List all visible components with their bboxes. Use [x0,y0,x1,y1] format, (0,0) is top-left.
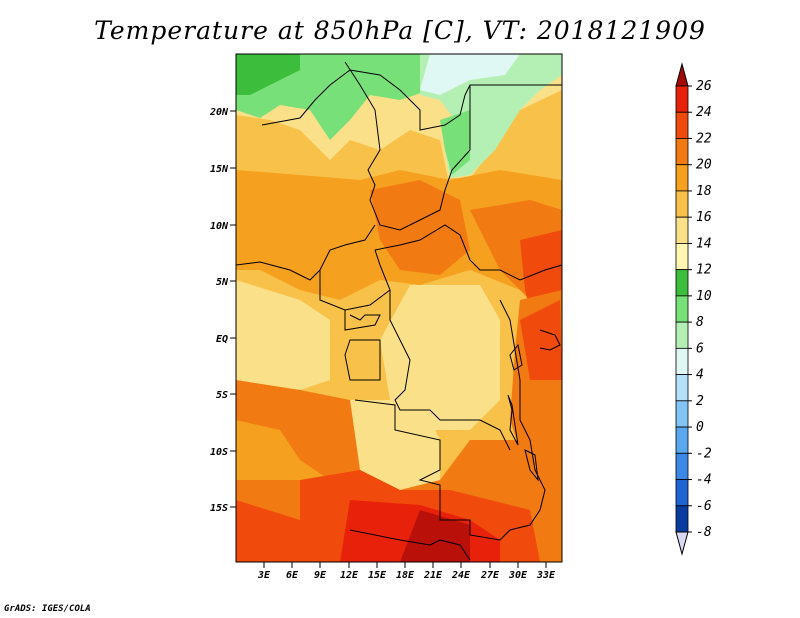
colorbar-label: -8 [696,525,712,540]
colorbar-label: 14 [696,236,712,251]
map-title: Temperature at 850hPa [C], VT: 201812190… [94,16,706,45]
lat-label-20n: 20N [209,107,229,118]
map-frame [235,53,563,563]
lon-label-33e: 33E [536,570,556,581]
colorbar-segment [675,164,689,192]
lon-label-3e: 3E [257,570,271,581]
grads-credit: GrADS: IGES/COLA [4,604,91,614]
colorbar-label: 18 [696,184,712,199]
lat-label-15n: 15N [210,164,229,175]
colorbar-segment [675,347,689,375]
colorbar-label: 4 [696,368,704,383]
latitude-axis: 20N 15N 10N 5N EQ 5S 10S 15S [209,107,236,514]
lat-label-eq: EQ [216,334,228,345]
colorbar-segment [675,216,689,244]
temperature-field [236,54,562,562]
colorbar-label: 0 [696,420,704,435]
colorbar-label: -6 [696,499,712,514]
colorbar-segment [675,269,689,297]
colorbar-segment [675,138,689,166]
lon-label-15e: 15E [368,570,387,581]
colorbar-segment [675,243,689,271]
lat-label-10s: 10S [210,447,228,458]
colorbar-label: 22 [696,131,712,146]
lon-label-30e: 30E [508,570,528,581]
colorbar-segment [675,452,689,480]
colorbar-label: 12 [696,263,712,278]
colorbar-segment [675,295,689,323]
colorbar-segment [675,374,689,402]
lon-label-18e: 18E [396,570,415,581]
colorbar-segment [675,426,689,454]
lat-label-15s: 15S [210,503,228,514]
lat-label-5s: 5S [216,390,228,401]
lon-label-24e: 24E [451,570,471,581]
colorbar-segment [675,321,689,349]
longitude-axis: 3E 6E 9E 12E 15E 18E 21E 24E 27E 30E 33E [257,562,556,581]
colorbar-segment [675,190,689,218]
colorbar-segment [675,111,689,139]
lat-label-5n: 5N [216,277,229,288]
colorbar-label: 6 [696,341,704,356]
lake-outlines [507,343,539,482]
colorbar-label: -2 [696,446,712,461]
colorbar-segment [675,85,689,113]
colorbar-segment [675,400,689,428]
colorbar-top-arrow [675,62,689,87]
lon-label-27e: 27E [480,570,500,581]
colorbar-label: 16 [696,210,712,225]
colorbar-label: 10 [696,289,712,304]
colorbar-label: 24 [696,105,712,120]
country-borders [236,61,562,561]
lat-label-10n: 10N [210,221,229,232]
lon-label-6e: 6E [286,570,299,581]
colorbar-segment [675,479,689,507]
colorbar-label: 8 [696,315,704,330]
colorbar-segment [675,505,689,533]
lon-label-21e: 21E [423,570,443,581]
colorbar-label: 26 [696,79,712,94]
colorbar-label: -4 [696,473,712,488]
lon-label-9e: 9E [314,570,327,581]
colorbar-label: 2 [696,394,704,409]
colorbar-label: 20 [696,158,712,173]
colorbar-bottom-arrow [675,531,689,556]
lon-label-12e: 12E [340,570,359,581]
